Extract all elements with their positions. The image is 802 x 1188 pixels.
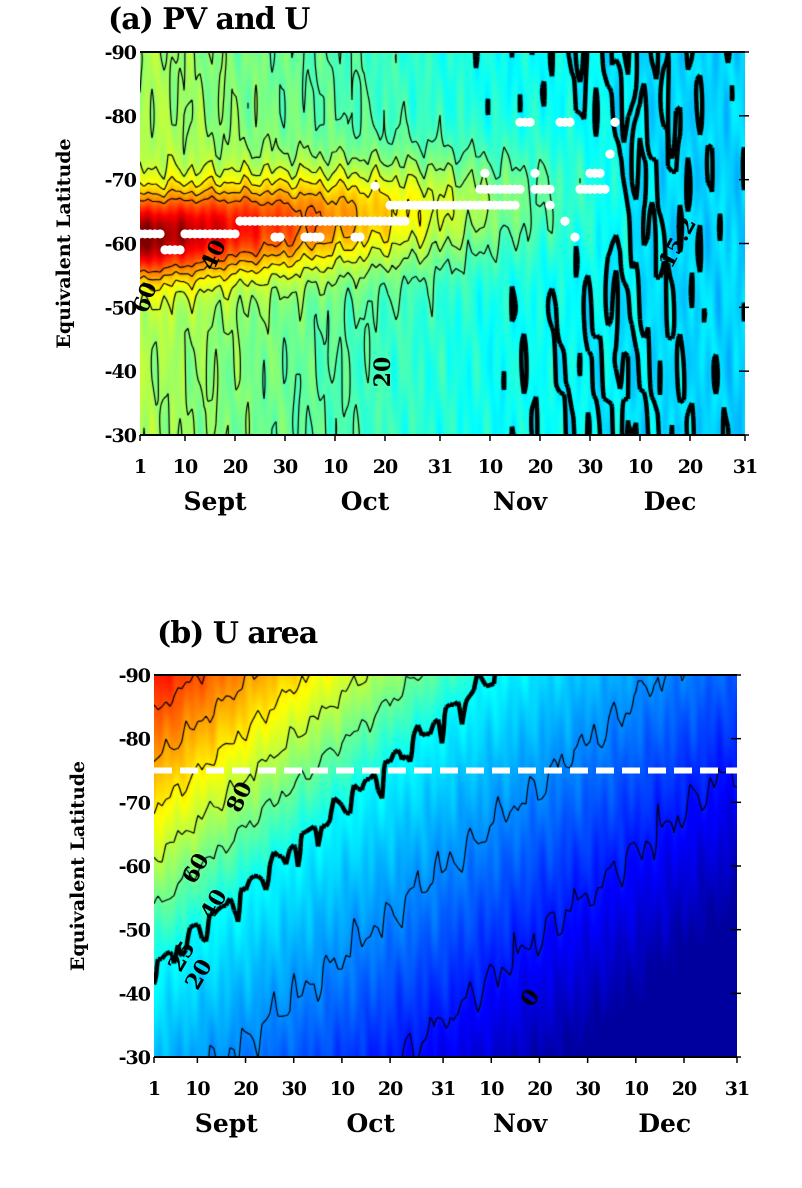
white-dot-marker [600, 184, 610, 194]
y-tick-label: -60 [119, 856, 151, 878]
y-tick-label: -40 [105, 361, 137, 383]
x-tick-label: 31 [431, 1078, 455, 1100]
contour-label: 0 [515, 984, 545, 1011]
y-tick-label: -50 [105, 297, 137, 319]
month-label: Sept [195, 1109, 258, 1138]
x-tick-label: 30 [282, 1078, 307, 1100]
white-dot-marker [525, 117, 535, 127]
month-label: Dec [638, 1109, 691, 1138]
x-tick-label: 31 [733, 456, 757, 478]
x-tick-label: 1 [148, 1078, 160, 1100]
white-dot-marker [275, 232, 285, 242]
x-tick-label: 1 [134, 456, 146, 478]
x-tick-label: 10 [478, 456, 503, 478]
x-tick-label: 10 [330, 1078, 355, 1100]
white-dot-marker [480, 168, 490, 178]
y-tick-label: -90 [119, 665, 151, 687]
x-tick-label: 10 [628, 456, 653, 478]
panel-a-axes: -90 -80 -70 -60 -50 -40 -30 1 10 20 30 10 20 31 10 20 30… [53, 42, 758, 516]
month-label: Nov [493, 487, 549, 516]
white-dot-marker [515, 184, 525, 194]
month-label: Sept [184, 487, 247, 516]
white-dot-marker [605, 149, 615, 159]
y-tick-label: -60 [105, 234, 137, 256]
x-tick-label: 10 [323, 456, 348, 478]
x-tick-label: 31 [725, 1078, 749, 1100]
y-tick-label: -80 [119, 729, 151, 751]
y-tick-label: -90 [105, 42, 137, 64]
panel-b-heatmap [154, 675, 737, 1057]
white-dot-marker [155, 229, 165, 239]
x-tick-label: 20 [678, 456, 703, 478]
y-tick-label: -70 [105, 170, 137, 192]
white-dot-marker [545, 200, 555, 210]
x-tick-label: 20 [223, 456, 248, 478]
y-tick-label: -70 [119, 792, 151, 814]
white-dot-marker [355, 232, 365, 242]
x-tick-label: 10 [185, 1078, 210, 1100]
panel-a-title: (a) PV and U [108, 2, 310, 37]
x-tick-label: 10 [173, 456, 198, 478]
contour-label: 80 [221, 778, 258, 817]
white-dot-marker [595, 168, 605, 178]
month-label: Dec [644, 487, 697, 516]
white-dot-marker [315, 232, 325, 242]
white-dot-marker [175, 245, 185, 255]
white-dot-marker [510, 200, 520, 210]
x-tick-label: 10 [479, 1078, 504, 1100]
x-tick-label: 30 [575, 1078, 600, 1100]
white-dot-marker [610, 117, 620, 127]
x-tick-label: 20 [527, 1078, 552, 1100]
contour-label: 40 [195, 885, 233, 925]
x-tick-label: 20 [373, 456, 398, 478]
x-tick-label: 30 [578, 456, 603, 478]
month-label: Nov [493, 1109, 549, 1138]
white-dot-marker [230, 229, 240, 239]
white-dot-marker [370, 181, 380, 191]
y-tick-label: -30 [119, 1047, 151, 1069]
y-tick-label: -80 [105, 106, 137, 128]
contour-label: 60 [177, 849, 215, 889]
x-tick-label: 20 [672, 1078, 697, 1100]
y-axis-label: Equivalent Latitude [53, 138, 75, 348]
x-tick-label: 31 [428, 456, 452, 478]
white-dot-marker [545, 184, 555, 194]
y-tick-label: -40 [119, 983, 151, 1005]
x-tick-label: 20 [528, 456, 553, 478]
month-label: Oct [347, 1109, 396, 1138]
white-dot-marker [530, 168, 540, 178]
panel-a-heatmap [140, 52, 745, 435]
contour-label: 20 [370, 357, 396, 388]
white-dot-marker [560, 216, 570, 226]
panel-a: -90 -80 -70 -60 -50 -40 -30 1 10 20 30 10 20 31 10 20 30… [0, 0, 802, 560]
x-tick-label: 30 [273, 456, 298, 478]
panel-b-title: (b) U area [157, 616, 318, 651]
y-tick-label: -30 [105, 425, 137, 447]
month-label: Oct [341, 487, 390, 516]
x-tick-label: 20 [233, 1078, 258, 1100]
x-tick-label: 20 [378, 1078, 403, 1100]
x-tick-label: 10 [624, 1078, 649, 1100]
white-dot-marker [565, 117, 575, 127]
white-dot-marker [400, 216, 410, 226]
white-dot-marker [570, 232, 580, 242]
y-axis-label: Equivalent Latitude [67, 761, 89, 971]
y-tick-label: -50 [119, 920, 151, 942]
